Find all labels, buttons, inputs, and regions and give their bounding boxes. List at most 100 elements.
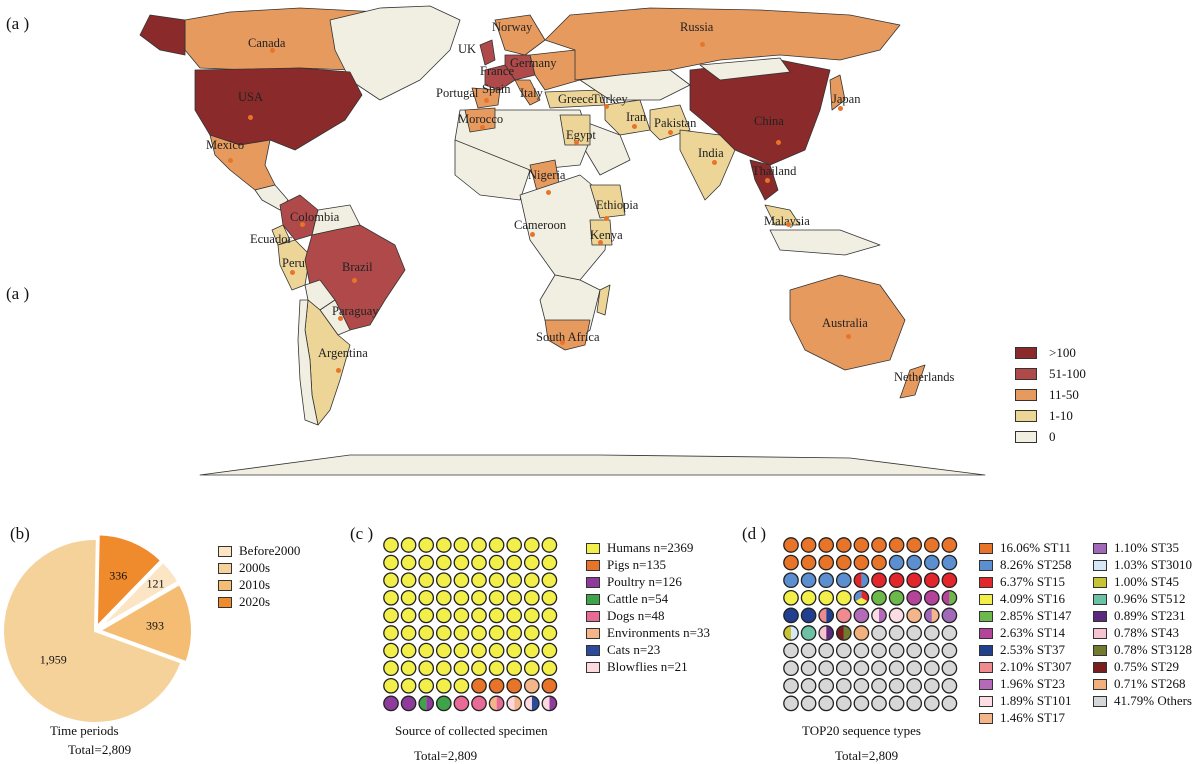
waffle-dot-humans-n-2369 <box>523 642 540 659</box>
waffle-cell <box>383 660 399 677</box>
pie-legend-swatch <box>218 545 232 557</box>
map-dot-colombia <box>300 222 305 227</box>
waffle-cell <box>941 660 958 677</box>
waffle-sequence-legend-swatch <box>1093 627 1107 639</box>
waffle-dot-humans-n-2369 <box>541 660 558 677</box>
waffle-dot-41-79-others <box>871 660 887 677</box>
map-label-spain: Spain <box>482 82 511 96</box>
waffle-sequence-title: TOP20 sequence types <box>802 723 921 738</box>
waffle-cell <box>488 695 505 712</box>
waffle-dot-part-cattle-n-54 <box>419 696 427 711</box>
waffle-dot-humans-n-2369 <box>383 677 399 694</box>
waffle-cell <box>418 642 435 659</box>
waffle-dot-part-blowflies-n-21 <box>507 696 515 711</box>
waffle-cell <box>418 660 435 677</box>
waffle-dot-humans-n-2369 <box>435 554 452 571</box>
waffle-cell <box>888 660 905 677</box>
waffle-sequence-legend-item-41-79-others: 41.79% Others <box>1093 693 1192 709</box>
waffle-dot-humans-n-2369 <box>435 537 452 553</box>
map-dot-japan <box>838 106 843 111</box>
waffle-dot-humans-n-2369 <box>435 572 452 589</box>
waffle-dot-2-85-st147 <box>871 589 887 606</box>
waffle-cell <box>923 695 940 712</box>
waffle-cell <box>941 537 958 553</box>
waffle-source-title: Source of collected specimen <box>395 723 548 738</box>
waffle-cell <box>888 642 905 659</box>
waffle-cell <box>400 660 417 677</box>
waffle-dot-humans-n-2369 <box>523 537 540 553</box>
waffle-cell <box>783 589 799 606</box>
waffle-cell <box>471 695 487 712</box>
pie-slice-before2000 <box>98 560 180 629</box>
waffle-cell <box>888 625 905 641</box>
waffle-sequence-legend-label: 8.26% ST258 <box>1000 557 1072 572</box>
waffle-cell <box>435 677 452 694</box>
waffle-dot-41-79-others <box>906 695 923 712</box>
waffle-cell <box>800 695 817 712</box>
map-legend-item-1-10: 1-10 <box>1015 408 1073 424</box>
waffle-cell <box>488 554 505 571</box>
waffle-dot-outline <box>941 589 958 606</box>
waffle-dot-outline <box>871 607 887 624</box>
waffle-dot-pigs-n-135 <box>506 677 523 694</box>
waffle-cell <box>800 554 817 571</box>
waffle-cell <box>541 660 558 677</box>
map-label-italy: Italy <box>520 86 543 100</box>
waffle-dot-humans-n-2369 <box>418 589 435 606</box>
waffle-sequence-legend-label: 0.78% ST43 <box>1114 625 1179 640</box>
waffle-cell <box>488 660 505 677</box>
waffle-cell <box>400 695 417 712</box>
waffle-dot-2-10-st307 <box>835 607 852 624</box>
waffle-dot-41-79-others <box>835 642 852 659</box>
map-label-japan: Japan <box>832 92 861 106</box>
waffle-cell <box>488 625 505 641</box>
waffle-cell <box>888 589 905 606</box>
waffle-dot-humans-n-2369 <box>523 625 540 641</box>
map-dot-india <box>712 160 717 165</box>
pie-slice-2020s <box>95 533 163 629</box>
waffle-dot-humans-n-2369 <box>383 572 399 589</box>
waffle-dot-outline <box>853 589 870 606</box>
waffle-dot-pigs-n-135 <box>488 677 505 694</box>
waffle-dot-humans-n-2369 <box>453 554 470 571</box>
waffle-dot-16-06-st11 <box>941 537 958 553</box>
waffle-cell <box>835 607 852 624</box>
map-legend-swatch <box>1015 410 1037 422</box>
waffle-cell <box>853 572 870 589</box>
waffle-cell <box>400 607 417 624</box>
waffle-cell <box>435 607 452 624</box>
pie-legend-item-2020s: 2020s <box>218 594 270 610</box>
waffle-dot-humans-n-2369 <box>418 642 435 659</box>
panel-label-d: (d ) <box>742 524 767 543</box>
map-region-italy <box>514 79 541 106</box>
waffle-cell <box>906 642 923 659</box>
waffle-dot-41-79-others <box>783 642 799 659</box>
waffle-dot-6-37-st15 <box>888 572 905 589</box>
waffle-dot-humans-n-2369 <box>435 677 452 694</box>
map-label-russia: Russia <box>680 20 714 34</box>
waffle-cell <box>923 607 940 624</box>
waffle-dot-6-37-st15 <box>923 572 940 589</box>
waffle-dot-humans-n-2369 <box>400 589 417 606</box>
waffle-dot-humans-n-2369 <box>488 642 505 659</box>
waffle-source-legend-item-cattle-n-54: Cattle n=54 <box>586 591 668 607</box>
waffle-source-legend-swatch <box>586 593 600 605</box>
waffle-cell <box>906 695 923 712</box>
waffle-dot-part-0-75-st29 <box>836 625 844 641</box>
waffle-cell <box>835 589 852 606</box>
waffle-dot-part-4-09-st16 <box>855 597 868 605</box>
map-region-brazil <box>304 224 406 331</box>
waffle-cell <box>383 554 399 571</box>
waffle-cell <box>506 695 523 712</box>
map-region-mongolia <box>699 57 791 81</box>
waffle-source-legend-label: Pigs n=135 <box>607 557 666 572</box>
waffle-dot-41-79-others <box>941 695 958 712</box>
waffle-dot-humans-n-2369 <box>435 589 452 606</box>
waffle-dot-cattle-n-54 <box>435 695 452 712</box>
map-label-netherlands: Netherlands <box>894 370 955 384</box>
map-legend-swatch <box>1015 368 1037 380</box>
waffle-cell <box>923 625 940 641</box>
waffle-dot-part-environments-n-33 <box>489 696 497 711</box>
map-region-new-zealand <box>899 364 926 399</box>
waffle-sequence-legend-swatch <box>979 542 993 554</box>
